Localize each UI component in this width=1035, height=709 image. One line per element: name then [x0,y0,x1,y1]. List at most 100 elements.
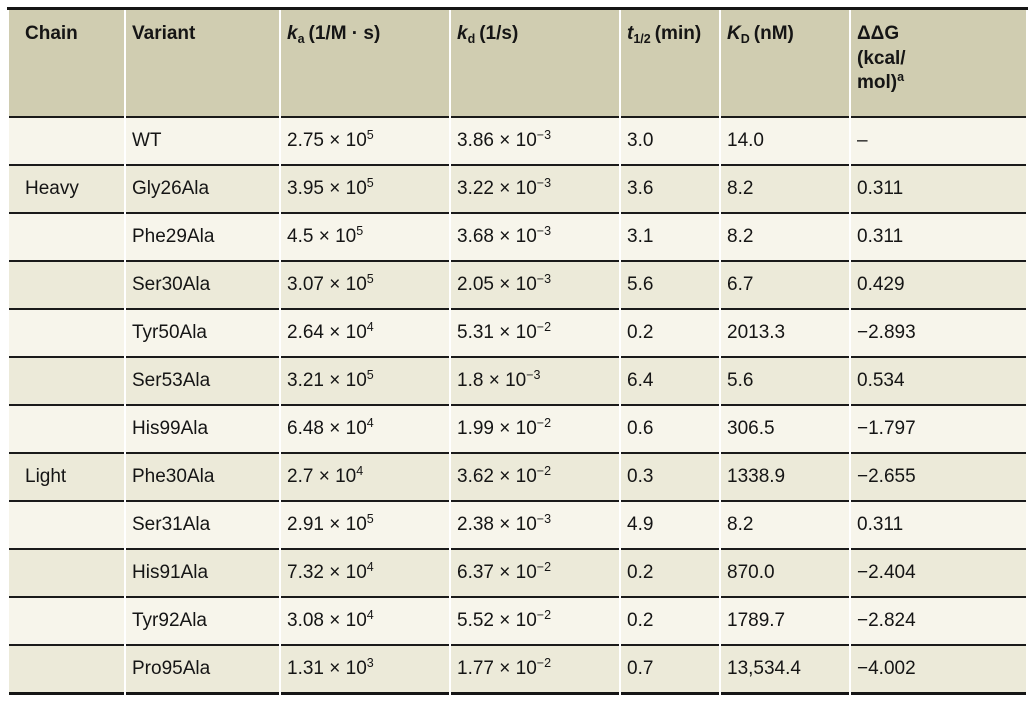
cell-thalf: 0.7 [621,646,719,695]
cell-ka: 3.07 × 105 [281,262,449,310]
cell-thalf: 0.2 [621,310,719,358]
table-row: WT 2.75 × 105 3.86 × 10−3 3.0 14.0 – [9,118,1026,166]
ka-value-exponent: 4 [366,608,374,623]
cell-kd: 3.68 × 10−3 [451,214,619,262]
kd-value-exponent: −3 [536,128,552,143]
cell-thalf: 0.3 [621,454,719,502]
ddg-line-3: mol)a [857,71,1022,96]
cell-ddg: −1.797 [851,406,1026,454]
kdconst-unit: (nM) [753,23,794,44]
kd-value-exponent: −2 [536,560,552,575]
ka-subscript: a [297,32,305,46]
kd-value-exponent: −2 [536,656,552,671]
cell-ddg: −2.404 [851,550,1026,598]
ka-value-exponent: 3 [366,656,374,671]
thalf-subscript: 1/2 [633,32,651,46]
cell-ddg: 0.311 [851,214,1026,262]
cell-kd: 1.77 × 10−2 [451,646,619,695]
ddg-line-2: (kcal/ [857,47,906,69]
kd-value-base: 5.52 × 10 [457,610,537,632]
cell-chain [9,118,124,166]
table-row: Tyr92Ala 3.08 × 104 5.52 × 10−2 0.2 1789… [9,598,1026,646]
cell-ka: 2.64 × 104 [281,310,449,358]
ka-value-base: 1.31 × 10 [287,658,367,680]
cell-kd-nm: 5.6 [721,358,849,406]
cell-kd: 2.38 × 10−3 [451,502,619,550]
kd-value-base: 6.37 × 10 [457,562,537,584]
ka-value-base: 2.91 × 10 [287,514,367,536]
cell-thalf: 0.6 [621,406,719,454]
cell-kd-nm: 8.2 [721,166,849,214]
ka-value-exponent: 4 [366,560,374,575]
cell-kd: 3.22 × 10−3 [451,166,619,214]
cell-ka: 2.91 × 105 [281,502,449,550]
ddg-line-1: ΔΔG [857,23,900,44]
cell-ddg: −2.824 [851,598,1026,646]
ka-value-base: 3.95 × 10 [287,178,367,200]
cell-chain: Light [9,454,124,502]
cell-kd-nm: 306.5 [721,406,849,454]
ka-value-base: 2.75 × 10 [287,130,367,152]
cell-chain [9,310,124,358]
cell-kd: 1.99 × 10−2 [451,406,619,454]
col-header-variant: Variant [126,10,279,118]
kd-value-base: 1.99 × 10 [457,418,537,440]
cell-thalf: 3.6 [621,166,719,214]
col-header-ka: ka (1/M · s) [281,10,449,118]
kd-value-base: 3.62 × 10 [457,466,537,488]
col-header-kd: kd (1/s) [451,10,619,118]
cell-variant: Pro95Ala [126,646,279,695]
table-row: Heavy Gly26Ala 3.95 × 105 3.22 × 10−3 3.… [9,166,1026,214]
kd-value-base: 5.31 × 10 [457,322,537,344]
cell-thalf: 6.4 [621,358,719,406]
cell-kd: 2.05 × 10−3 [451,262,619,310]
cell-chain [9,502,124,550]
col-header-ddg: ΔΔG (kcal/ mol)a [851,10,1026,118]
cell-kd-nm: 13,534.4 [721,646,849,695]
ka-value-base: 4.5 × 10 [287,226,357,248]
cell-ddg: −4.002 [851,646,1026,695]
cell-kd-nm: 6.7 [721,262,849,310]
cell-kd-nm: 8.2 [721,214,849,262]
cell-chain [9,262,124,310]
kd-value-exponent: −2 [536,464,552,479]
kd-value-exponent: −3 [526,368,541,383]
cell-chain [9,358,124,406]
cell-chain: Heavy [9,166,124,214]
cell-variant: WT [126,118,279,166]
cell-kd: 3.86 × 10−3 [451,118,619,166]
cell-ka: 6.48 × 104 [281,406,449,454]
cell-kd-nm: 2013.3 [721,310,849,358]
cell-ddg: – [851,118,1026,166]
footnote-marker: a [897,70,905,85]
ka-value-base: 2.64 × 10 [287,322,367,344]
cell-variant: Ser30Ala [126,262,279,310]
cell-ka: 1.31 × 103 [281,646,449,695]
ka-value-exponent: 5 [366,512,374,527]
cell-chain [9,646,124,695]
cell-ddg: −2.893 [851,310,1026,358]
kd-symbol: k [457,23,468,44]
ka-unit: (1/M · s) [308,23,381,44]
cell-variant: Gly26Ala [126,166,279,214]
kd-value-exponent: −3 [536,512,552,527]
cell-variant: Tyr50Ala [126,310,279,358]
table-row: His99Ala 6.48 × 104 1.99 × 10−2 0.6 306.… [9,406,1026,454]
cell-chain [9,406,124,454]
cell-chain [9,214,124,262]
cell-ka: 3.21 × 105 [281,358,449,406]
kd-value-exponent: −3 [536,176,552,191]
cell-kd-nm: 8.2 [721,502,849,550]
cell-variant: His91Ala [126,550,279,598]
kd-value-base: 3.22 × 10 [457,178,537,200]
cell-variant: Ser53Ala [126,358,279,406]
cell-thalf: 0.2 [621,598,719,646]
col-header-kdconst: KD (nM) [721,10,849,118]
cell-thalf: 0.2 [621,550,719,598]
cell-kd: 5.31 × 10−2 [451,310,619,358]
table-row: Phe29Ala 4.5 × 105 3.68 × 10−3 3.1 8.2 0… [9,214,1026,262]
cell-ka: 2.75 × 105 [281,118,449,166]
cell-ka: 2.7 × 104 [281,454,449,502]
cell-kd: 5.52 × 10−2 [451,598,619,646]
table-row: Tyr50Ala 2.64 × 104 5.31 × 10−2 0.2 2013… [9,310,1026,358]
